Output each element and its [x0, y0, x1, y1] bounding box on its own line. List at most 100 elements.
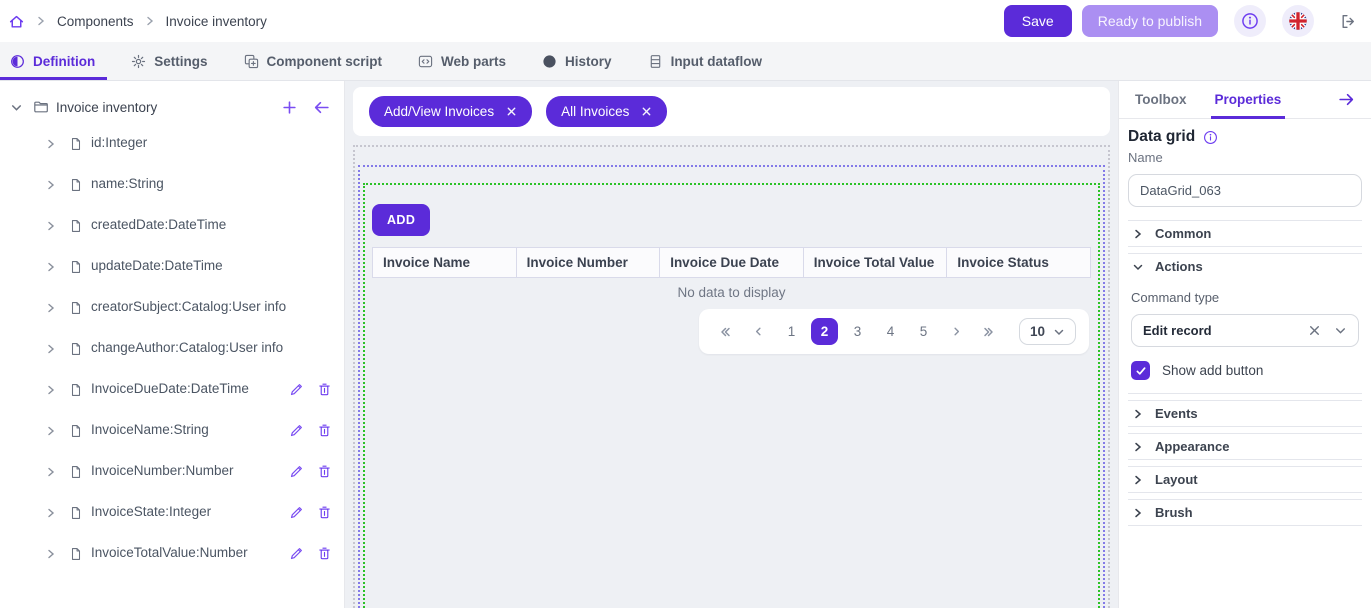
- section-actions-header[interactable]: Actions: [1128, 254, 1362, 279]
- tab-web-parts[interactable]: Web parts: [418, 42, 506, 80]
- next-page-icon[interactable]: [943, 318, 970, 345]
- close-icon[interactable]: [506, 106, 517, 117]
- tab-properties[interactable]: Properties: [1210, 81, 1286, 119]
- component-script-icon: [244, 54, 259, 69]
- chevron-right-icon[interactable]: [45, 138, 57, 150]
- chevron-right-icon[interactable]: [45, 302, 57, 314]
- field-icon: [69, 342, 83, 356]
- chevron-down-icon: [1132, 261, 1144, 273]
- tree-item-InvoiceTotalValue[interactable]: InvoiceTotalValue:Number: [0, 533, 344, 574]
- collapse-panel-arrow-icon[interactable]: [1338, 92, 1355, 107]
- prev-page-icon[interactable]: [745, 318, 772, 345]
- widget-type-title: Data grid: [1128, 128, 1196, 145]
- chevron-down-icon[interactable]: [10, 101, 23, 114]
- command-type-select[interactable]: Edit record: [1131, 314, 1359, 347]
- save-button[interactable]: Save: [1003, 5, 1072, 37]
- delete-field-icon[interactable]: [317, 505, 332, 520]
- field-icon: [69, 383, 83, 397]
- checkbox-checked-icon[interactable]: [1131, 361, 1150, 380]
- collapse-panel-arrow-icon[interactable]: [313, 100, 330, 115]
- tree-item-InvoiceNumber[interactable]: InvoiceNumber:Number: [0, 451, 344, 492]
- grid-add-button[interactable]: ADD: [372, 204, 431, 236]
- logout-icon[interactable]: [1340, 13, 1357, 30]
- page-1[interactable]: 1: [787, 324, 796, 339]
- add-field-icon[interactable]: [282, 100, 297, 115]
- chevron-down-icon[interactable]: [1334, 324, 1347, 337]
- close-icon[interactable]: [641, 106, 652, 117]
- breadcrumb-components[interactable]: Components: [57, 13, 134, 29]
- tree-item-name[interactable]: name:String: [0, 164, 344, 205]
- chevron-right-icon[interactable]: [45, 466, 57, 478]
- tab-input-dataflow[interactable]: Input dataflow: [648, 42, 763, 80]
- chevron-right-icon[interactable]: [45, 179, 57, 191]
- page-size-select[interactable]: 10: [1018, 318, 1076, 345]
- delete-field-icon[interactable]: [317, 382, 332, 397]
- canvas-root-outline[interactable]: ADD Invoice Name Invoice Number Invoice …: [353, 145, 1110, 608]
- language-flag-button[interactable]: [1282, 5, 1314, 37]
- section-appearance[interactable]: Appearance: [1128, 433, 1362, 460]
- tree-item-InvoiceState[interactable]: InvoiceState:Integer: [0, 492, 344, 533]
- chevron-right-icon[interactable]: [45, 384, 57, 396]
- page-4[interactable]: 4: [886, 324, 895, 339]
- tree-root-invoice-inventory[interactable]: Invoice inventory: [0, 91, 344, 123]
- field-icon: [69, 178, 83, 192]
- data-grid-table: Invoice Name Invoice Number Invoice Due …: [372, 247, 1091, 278]
- tab-settings[interactable]: Settings: [131, 42, 208, 80]
- command-type-label: Command type: [1131, 290, 1220, 305]
- show-add-button-option[interactable]: Show add button: [1131, 361, 1359, 380]
- chevron-right-icon[interactable]: [45, 261, 57, 273]
- chevron-right-icon[interactable]: [45, 548, 57, 560]
- section-layout[interactable]: Layout: [1128, 466, 1362, 493]
- code-icon: [418, 54, 433, 69]
- edit-field-icon[interactable]: [289, 464, 304, 479]
- widget-name-input[interactable]: [1128, 174, 1362, 207]
- page-3[interactable]: 3: [853, 324, 862, 339]
- clear-icon[interactable]: [1308, 324, 1321, 337]
- tab-component-script[interactable]: Component script: [244, 42, 382, 80]
- chip-all-invoices[interactable]: All Invoices: [546, 96, 668, 127]
- view-chip-bar: Add/View Invoices All Invoices: [353, 87, 1110, 136]
- tree-item-changeAuthor[interactable]: changeAuthor:Catalog:User info: [0, 328, 344, 369]
- info-button[interactable]: [1234, 5, 1266, 37]
- selected-data-grid-widget[interactable]: ADD Invoice Name Invoice Number Invoice …: [363, 183, 1100, 608]
- delete-field-icon[interactable]: [317, 423, 332, 438]
- field-icon: [69, 506, 83, 520]
- edit-field-icon[interactable]: [289, 423, 304, 438]
- field-label: InvoiceState:Integer: [91, 504, 212, 520]
- field-icon: [69, 424, 83, 438]
- section-common[interactable]: Common: [1128, 220, 1362, 247]
- tab-label: Input dataflow: [670, 53, 763, 69]
- layout-container-outline[interactable]: ADD Invoice Name Invoice Number Invoice …: [358, 165, 1105, 608]
- section-events[interactable]: Events: [1128, 400, 1362, 427]
- chevron-right-icon[interactable]: [45, 220, 57, 232]
- edit-field-icon[interactable]: [289, 382, 304, 397]
- home-icon[interactable]: [8, 13, 25, 30]
- chevron-right-icon[interactable]: [45, 425, 57, 437]
- chip-add-view-invoices[interactable]: Add/View Invoices: [369, 96, 533, 127]
- first-page-icon[interactable]: [712, 318, 739, 345]
- edit-field-icon[interactable]: [289, 546, 304, 561]
- info-icon[interactable]: [1203, 130, 1218, 145]
- page-2-active[interactable]: 2: [810, 318, 838, 345]
- edit-field-icon[interactable]: [289, 505, 304, 520]
- tree-item-id[interactable]: id:Integer: [0, 123, 344, 164]
- tab-toolbox[interactable]: Toolbox: [1135, 92, 1187, 107]
- tree-item-updateDate[interactable]: updateDate:DateTime: [0, 246, 344, 287]
- field-icon: [69, 219, 83, 233]
- tab-definition[interactable]: Definition: [0, 42, 108, 80]
- tree-item-createdDate[interactable]: createdDate:DateTime: [0, 205, 344, 246]
- tab-history[interactable]: History: [542, 42, 612, 80]
- page-5[interactable]: 5: [919, 324, 928, 339]
- delete-field-icon[interactable]: [317, 546, 332, 561]
- delete-field-icon[interactable]: [317, 464, 332, 479]
- chevron-right-icon[interactable]: [45, 343, 57, 355]
- section-brush[interactable]: Brush: [1128, 499, 1362, 526]
- last-page-icon[interactable]: [976, 318, 1003, 345]
- breadcrumb-current-page: Invoice inventory: [165, 13, 267, 29]
- tree-item-InvoiceName[interactable]: InvoiceName:String: [0, 410, 344, 451]
- chevron-right-icon[interactable]: [45, 507, 57, 519]
- tree-item-InvoiceDueDate[interactable]: InvoiceDueDate:DateTime: [0, 369, 344, 410]
- ready-to-publish-button[interactable]: Ready to publish: [1081, 5, 1218, 37]
- tree-item-creatorSubject[interactable]: creatorSubject:Catalog:User info: [0, 287, 344, 328]
- chevron-right-icon: [35, 15, 47, 27]
